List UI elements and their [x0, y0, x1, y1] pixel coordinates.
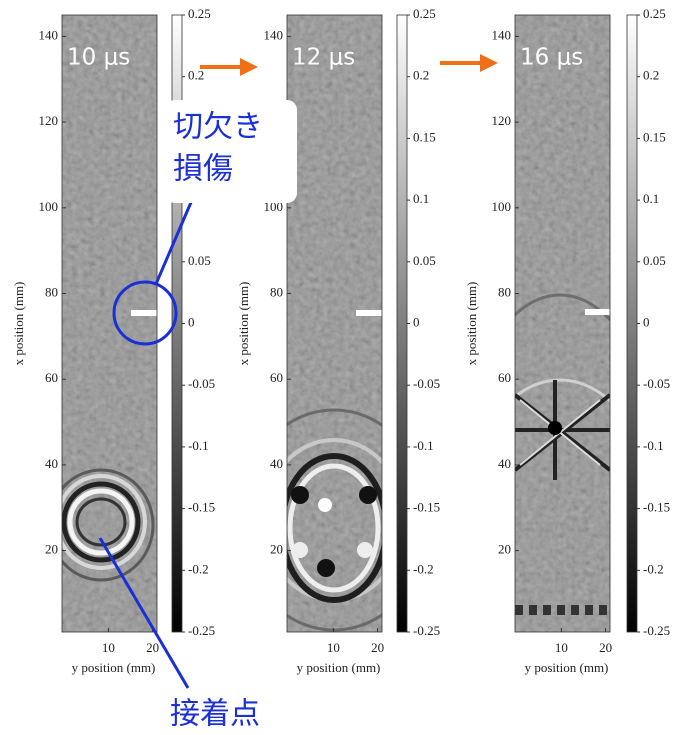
y-tick-label: 60: [45, 370, 58, 385]
colorbar-tick-label: -0.1: [643, 438, 664, 453]
colorbar-tick-label: -0.25: [188, 623, 215, 638]
colorbar-tick-label: 0: [413, 314, 420, 329]
y-tick-label: 140: [492, 27, 512, 42]
y-tick-label: 100: [492, 199, 512, 214]
y-tick-label: 100: [39, 199, 59, 214]
y-tick-label: 60: [270, 370, 283, 385]
y-tick-label: 40: [270, 456, 283, 471]
colorbar-tick-label: -0.05: [413, 376, 440, 391]
colorbar-tick-label: -0.15: [643, 500, 670, 515]
wavefield-images: [49, 15, 670, 735]
panel-title: 16 μs: [520, 45, 583, 71]
colorbar-tick-label: 0: [188, 314, 195, 329]
x-tick-label: 20: [599, 640, 612, 655]
x-tick-label: 10: [327, 640, 340, 655]
y-axis-label: x position (mm): [236, 282, 251, 366]
colorbar: [397, 15, 407, 632]
colorbar-tick-label: -0.05: [188, 376, 215, 391]
y-tick-label: 40: [45, 456, 58, 471]
colorbar-tick-label: 0.1: [413, 191, 429, 206]
x-tick-label: 10: [555, 640, 568, 655]
y-tick-label: 40: [498, 456, 511, 471]
x-axis-label: y position (mm): [297, 660, 381, 675]
y-tick-label: 20: [45, 542, 58, 557]
colorbar-tick-label: 0.05: [413, 253, 436, 268]
colorbar-tick-label: -0.1: [413, 438, 434, 453]
figure: 204060801001201401020y position (mm)x po…: [0, 0, 681, 735]
colorbar-tick-label: 0.1: [643, 191, 659, 206]
colorbar-tick-label: -0.2: [643, 561, 664, 576]
colorbar-tick-label: 0.25: [413, 6, 436, 21]
x-tick-label: 20: [146, 640, 159, 655]
panel-title: 10 μs: [67, 45, 130, 71]
colorbar-tick-label: -0.2: [413, 561, 434, 576]
colorbar-tick-label: 0.25: [643, 6, 666, 21]
colorbar-tick-label: 0.15: [643, 129, 666, 144]
y-tick-label: 140: [264, 27, 284, 42]
y-axis-label: x position (mm): [11, 282, 26, 366]
colorbar-tick-label: 0.2: [188, 68, 204, 83]
colorbar-tick-label: 0: [643, 314, 650, 329]
colorbar-tick-label: -0.25: [643, 623, 670, 638]
wavefield: [49, 15, 157, 632]
colorbar-tick-label: -0.25: [413, 623, 440, 638]
colorbar-tick-label: -0.2: [188, 561, 209, 576]
colorbar-tick-label: -0.05: [643, 376, 670, 391]
y-tick-label: 120: [492, 113, 512, 128]
x-tick-label: 20: [371, 640, 384, 655]
colorbar-tick-label: -0.15: [188, 500, 215, 515]
y-tick-label: 20: [498, 542, 511, 557]
colorbar-tick-label: 0.2: [413, 68, 429, 83]
colorbar-tick-label: 0.2: [643, 68, 659, 83]
colorbar-tick-label: -0.15: [413, 500, 440, 515]
colorbar: [627, 15, 637, 632]
colorbar-tick-label: 0.05: [643, 253, 666, 268]
y-tick-label: 80: [45, 284, 58, 299]
annotation: 切欠き: [173, 110, 263, 145]
x-tick-label: 10: [102, 640, 115, 655]
colorbar-tick-label: -0.1: [188, 438, 209, 453]
x-axis-label: y position (mm): [72, 660, 156, 675]
y-tick-label: 80: [270, 284, 283, 299]
y-tick-label: 120: [39, 113, 59, 128]
colorbar-tick-label: 0.15: [413, 129, 436, 144]
colorbar-tick-label: 0.25: [188, 6, 211, 21]
annotation: 損傷: [173, 152, 233, 187]
y-tick-label: 20: [270, 542, 283, 557]
y-axis-label: x position (mm): [464, 282, 479, 366]
annotation: 接着点: [170, 697, 260, 732]
y-tick-label: 80: [498, 284, 511, 299]
y-tick-label: 60: [498, 370, 511, 385]
colorbar-tick-label: 0.05: [188, 253, 211, 268]
x-axis-label: y position (mm): [525, 660, 609, 675]
y-tick-label: 140: [39, 27, 59, 42]
panel-title: 12 μs: [292, 45, 355, 71]
